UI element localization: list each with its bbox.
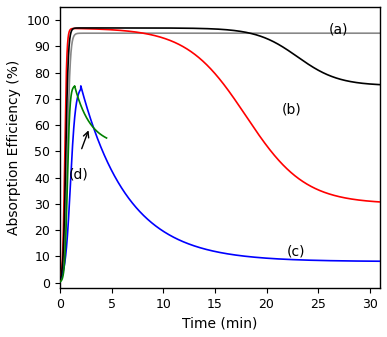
Text: (b): (b) (282, 102, 302, 116)
Text: (d): (d) (68, 168, 88, 182)
Text: (a): (a) (329, 22, 348, 36)
X-axis label: Time (min): Time (min) (182, 316, 258, 330)
Text: (c): (c) (287, 244, 306, 258)
Y-axis label: Absorption Efficiency (%): Absorption Efficiency (%) (7, 60, 21, 235)
